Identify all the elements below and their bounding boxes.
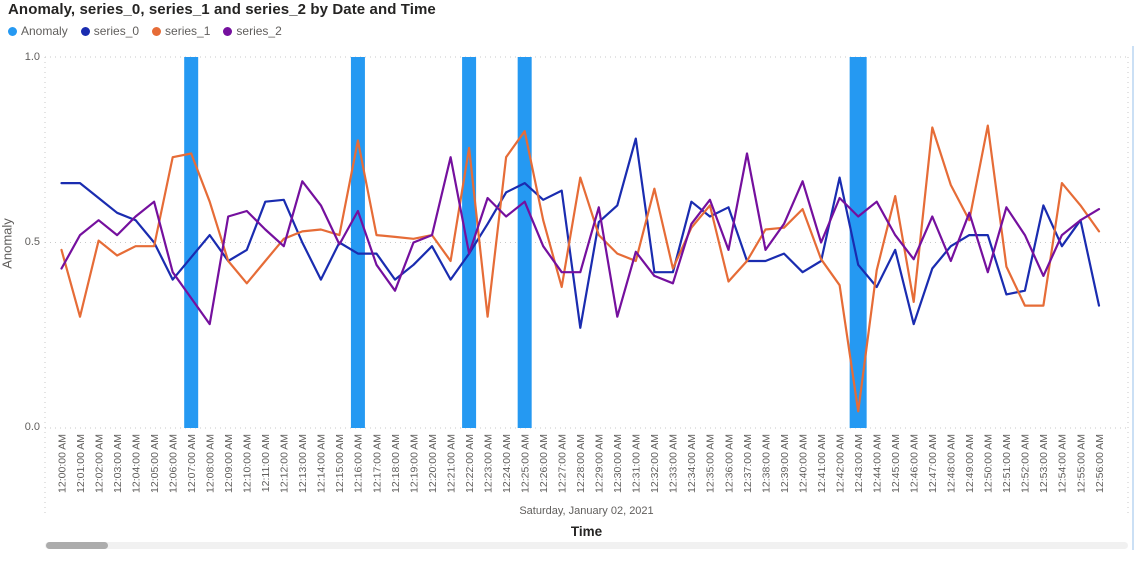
y-tick-05: 0.5 [24,236,40,248]
x-tick-label: 12:49:00 AM [964,434,976,493]
x-tick-label: 12:15:00 AM [334,434,346,493]
x-tick-label: 12:33:00 AM [668,434,680,493]
x-tick-label: 12:05:00 AM [149,434,161,493]
x-tick-label: 12:07:00 AM [186,434,198,493]
chart-title: Anomaly, series_0, series_1 and series_2… [8,1,436,18]
x-tick-label: 12:54:00 AM [1057,434,1069,493]
x-tick-label: 12:43:00 AM [853,434,865,493]
horizontal-scrollbar[interactable] [45,542,1128,549]
x-tick-label: 12:51:00 AM [1001,434,1013,493]
legend-dot-icon [80,26,90,36]
x-tick-label: 12:08:00 AM [205,434,217,493]
legend-item-series_2[interactable]: series_2 [223,24,282,38]
x-tick-label: 12:41:00 AM [816,434,828,493]
x-tick-label: 12:25:00 AM [519,434,531,493]
x-tick-label: 12:48:00 AM [946,434,958,493]
x-tick-label: 12:12:00 AM [279,434,291,493]
x-axis-title: Time [570,524,603,539]
x-tick-label: 12:06:00 AM [167,434,179,493]
series-line-series_0 [60,137,1101,329]
x-tick-label: 12:26:00 AM [538,434,550,493]
anomaly-bar-12:07:00 AM [184,57,199,428]
legend-label: series_2 [236,24,282,38]
x-tick-label: 12:04:00 AM [130,434,142,493]
x-tick-label: 12:35:00 AM [705,434,717,493]
x-tick-label: 12:02:00 AM [93,434,105,493]
x-tick-label: 12:24:00 AM [501,434,513,493]
x-tick-label: 12:50:00 AM [983,434,995,493]
x-tick-label: 12:46:00 AM [909,434,921,493]
x-tick-label: 12:11:00 AM [260,434,272,492]
x-tick-label: 12:30:00 AM [612,434,624,493]
series-line-series_1 [60,124,1101,413]
legend-label: series_1 [165,24,211,38]
x-tick-label: 12:00:00 AM [56,434,68,493]
x-tick-label: 12:21:00 AM [445,434,457,493]
y-tick-1: 1.0 [24,51,40,63]
x-tick-label: 12:38:00 AM [760,434,772,493]
anomaly-bar-12:16:00 AM [350,57,365,428]
x-tick-label: 12:53:00 AM [1038,434,1050,493]
x-tick-label: 12:56:00 AM [1094,434,1106,493]
x-tick-label: 12:10:00 AM [242,434,254,493]
anomaly-bar-12:25:00 AM [517,57,532,428]
x-tick-label: 12:13:00 AM [297,434,309,493]
x-tick-label: 12:16:00 AM [353,434,365,493]
anomaly-bar-12:43:00 AM [849,57,867,428]
x-tick-label: 12:19:00 AM [408,434,420,493]
x-tick-label: 12:44:00 AM [871,434,883,493]
legend-label: Anomaly [21,24,68,38]
series-line-series_2 [60,152,1101,326]
x-tick-label: 12:40:00 AM [797,434,809,493]
legend-label: series_0 [93,24,140,38]
x-tick-label: 12:27:00 AM [557,434,569,493]
x-tick-label: 12:39:00 AM [779,434,791,493]
x-tick-label: 12:20:00 AM [427,434,439,493]
x-tick-label: 12:03:00 AM [112,434,124,493]
x-tick-label: 12:45:00 AM [890,434,902,493]
x-tick-label: 12:22:00 AM [464,434,476,493]
legend-item-anomaly[interactable]: Anomaly [8,24,68,38]
x-axis-date-label: Saturday, January 02, 2021 [519,505,654,517]
horizontal-scrollbar-thumb[interactable] [46,542,108,549]
x-tick-label: 12:37:00 AM [742,434,754,493]
x-tick-label: 12:28:00 AM [575,434,587,493]
x-tick-label: 12:29:00 AM [594,434,606,493]
legend-item-series_0[interactable]: series_0 [80,24,140,38]
x-tick-label: 12:55:00 AM [1075,434,1087,493]
x-tick-label: 12:32:00 AM [649,434,661,493]
x-tick-label: 12:34:00 AM [686,434,698,493]
x-tick-label: 12:23:00 AM [482,434,494,493]
x-tick-label: 12:01:00 AM [75,434,87,493]
legend: Anomaly series_0 series_1 series_2 [8,24,282,38]
visual-right-edge [1132,46,1134,550]
legend-item-series_1[interactable]: series_1 [152,24,210,38]
x-tick-label: 12:42:00 AM [834,434,846,493]
x-tick-label: 12:47:00 AM [927,434,939,493]
legend-dot-icon [8,26,17,36]
x-tick-label: 12:18:00 AM [390,434,402,493]
x-tick-label: 12:36:00 AM [723,434,735,493]
x-tick-label: 12:09:00 AM [223,434,235,493]
legend-dot-icon [152,26,162,36]
legend-dot-icon [223,26,233,36]
x-tick-label: 12:14:00 AM [316,434,328,493]
x-tick-label: 12:31:00 AM [631,434,643,493]
x-tick-label: 12:52:00 AM [1020,434,1032,493]
anomaly-bar-12:22:00 AM [462,57,477,428]
y-tick-0: 0.0 [24,421,40,433]
x-tick-label: 12:17:00 AM [371,434,383,493]
